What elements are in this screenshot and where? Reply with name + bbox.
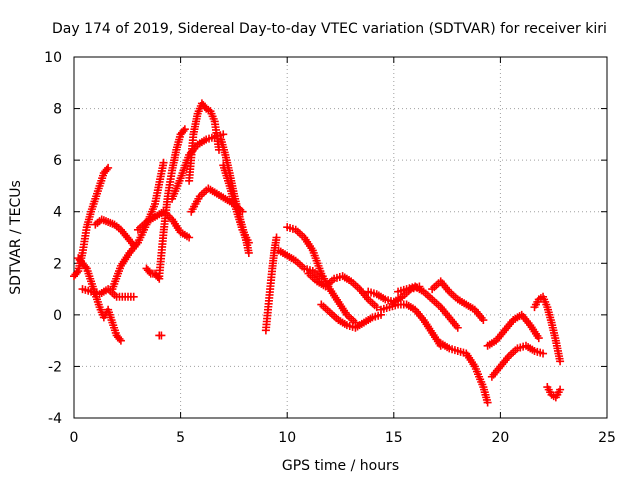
data-point xyxy=(556,385,565,394)
y-tick-label: -2 xyxy=(48,359,62,375)
data-point xyxy=(479,316,488,325)
data-point xyxy=(129,292,138,301)
data-point xyxy=(556,357,565,366)
data-point xyxy=(219,130,228,139)
data-point xyxy=(534,334,543,343)
x-tick-label: 0 xyxy=(70,430,79,446)
chart-title: Day 174 of 2019, Sidereal Day-to-day VTE… xyxy=(52,21,607,37)
data-point xyxy=(272,233,281,242)
data-point xyxy=(483,398,492,407)
x-tick-label: 25 xyxy=(598,430,616,446)
data-point xyxy=(145,267,154,276)
y-tick-label: 4 xyxy=(53,205,62,221)
y-tick-label: 2 xyxy=(53,256,62,272)
plot-frame xyxy=(73,56,608,419)
data-point xyxy=(153,273,162,282)
y-tick-label: 10 xyxy=(44,50,62,66)
data-point xyxy=(104,163,113,172)
x-tick-label: 5 xyxy=(176,430,185,446)
x-axis-label: GPS time / hours xyxy=(282,458,399,474)
y-tick-label: 8 xyxy=(53,102,62,118)
data-point xyxy=(179,126,188,135)
data-point xyxy=(185,233,194,242)
data-point xyxy=(159,158,168,167)
data-point xyxy=(157,331,166,340)
x-tick-label: 10 xyxy=(278,430,296,446)
x-axis: 0 5 10 15 20 25 xyxy=(70,57,616,446)
data-point xyxy=(116,336,125,345)
y-axis-label: SDTVAR / TECUs xyxy=(8,180,24,295)
data-point xyxy=(539,349,548,358)
y-tick-label: 6 xyxy=(53,153,62,169)
y-axis: -4 -2 0 2 4 6 8 10 xyxy=(44,50,607,427)
y-tick-label: -4 xyxy=(48,411,62,427)
data-points xyxy=(70,99,565,407)
y-tick-label: 0 xyxy=(53,308,62,324)
data-point xyxy=(453,323,462,332)
data-point xyxy=(244,248,253,257)
x-tick-label: 20 xyxy=(491,430,509,446)
data-point xyxy=(180,125,189,134)
data-point xyxy=(81,262,90,271)
data-point xyxy=(115,334,124,343)
data-point xyxy=(102,165,111,174)
x-tick-label: 15 xyxy=(385,430,403,446)
grid xyxy=(74,57,607,418)
data-point xyxy=(244,238,253,247)
data-point xyxy=(372,303,381,312)
data-point xyxy=(72,268,81,277)
